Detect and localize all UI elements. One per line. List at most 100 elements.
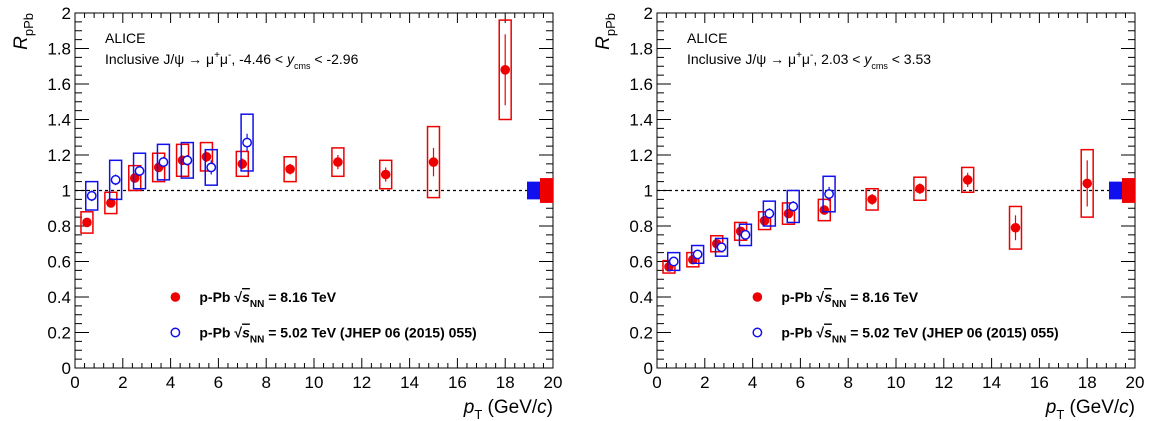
systematic-box [378, 159, 393, 190]
systematic-box [498, 19, 512, 121]
x-tick-label: 14 [400, 373, 419, 392]
y-tick-label: 0 [644, 359, 653, 378]
x-tick-label: 8 [843, 373, 852, 392]
x-tick-label: 10 [305, 373, 324, 392]
x-tick-label: 0 [652, 373, 661, 392]
x-tick-label: 18 [496, 373, 515, 392]
legend-marker [752, 327, 763, 338]
data-point [759, 215, 770, 226]
data-point [740, 229, 751, 240]
y-axis-label: RpPb [593, 13, 618, 50]
x-axis-label: pT (GeV/c) [1045, 397, 1135, 421]
global-uncertainty-box [540, 178, 553, 203]
data-point [692, 249, 703, 260]
x-tick-label: 10 [887, 373, 906, 392]
systematic-box [151, 152, 166, 183]
y-tick-label: 1.8 [47, 40, 71, 59]
y-tick-label: 0.2 [629, 324, 653, 343]
experiment-label: ALICE [105, 30, 145, 46]
y-tick-label: 0.4 [47, 288, 71, 307]
data-point [824, 189, 835, 200]
systematic-box [1008, 205, 1023, 250]
legend-entry: p-Pb √sNN = 8.16 TeV [781, 289, 918, 310]
y-tick-label: 1.4 [47, 111, 71, 130]
x-tick-label: 0 [70, 373, 79, 392]
y-tick-label: 2 [62, 4, 71, 23]
systematic-box [786, 189, 800, 224]
data-point [206, 162, 217, 173]
systematic-box [426, 125, 441, 199]
data-point [915, 183, 925, 194]
systematic-box [235, 150, 250, 178]
y-tick-label: 0 [62, 359, 71, 378]
x-tick-label: 18 [1078, 373, 1097, 392]
systematic-box [817, 198, 832, 222]
data-point [783, 208, 794, 219]
reaction-label: Inclusive J/ψ → μ+μ-, -4.46 < ycms < -2.… [105, 50, 359, 71]
data-point [237, 159, 248, 169]
y-tick-label: 0.8 [629, 217, 653, 236]
systematic-box [1080, 148, 1094, 218]
systematic-box [156, 143, 171, 181]
data-point [134, 166, 145, 176]
data-point [1082, 178, 1092, 189]
systematic-box [132, 152, 147, 190]
x-tick-label: 16 [1030, 373, 1049, 392]
x-axis-label: pT (GeV/c) [463, 397, 553, 421]
data-point [201, 151, 212, 162]
data-point [333, 157, 343, 167]
data-point [500, 65, 511, 75]
systematic-box [913, 176, 927, 202]
y-tick-label: 2 [644, 4, 653, 23]
systematic-box [128, 164, 142, 192]
x-tick-label: 6 [214, 373, 223, 392]
x-tick-label: 2 [118, 373, 127, 392]
experiment-label: ALICE [687, 30, 727, 46]
systematic-box [80, 211, 94, 234]
y-tick-label: 1.4 [629, 111, 653, 130]
systematic-box [738, 223, 753, 247]
y-tick-label: 1.6 [629, 75, 653, 94]
x-tick-label: 2 [700, 373, 709, 392]
data-point [788, 201, 799, 212]
reaction-label: Inclusive J/ψ → μ+μ-, 2.03 < ycms < 3.53 [687, 50, 931, 71]
y-tick-label: 1.6 [47, 75, 71, 94]
systematic-box [865, 187, 879, 211]
x-tick-label: 4 [748, 373, 757, 392]
data-point [668, 256, 679, 267]
data-point [158, 157, 169, 168]
y-tick-label: 0.4 [629, 288, 653, 307]
systematic-box [757, 211, 772, 231]
systematic-box [180, 141, 195, 179]
systematic-box [762, 200, 777, 227]
data-point [86, 190, 97, 201]
legend-marker [752, 292, 763, 302]
systematic-box [690, 244, 705, 265]
legend-marker [170, 327, 181, 338]
y-tick-label: 1.8 [629, 40, 653, 59]
systematic-box [204, 148, 218, 186]
x-tick-label: 6 [796, 373, 805, 392]
systematic-box [331, 147, 345, 178]
y-tick-label: 0.6 [47, 253, 71, 272]
data-point [819, 205, 830, 215]
y-tick-label: 1.2 [629, 146, 653, 165]
data-point [867, 194, 877, 205]
systematic-box [199, 141, 214, 172]
legend-entry: p-Pb √sNN = 5.02 TeV (JHEP 06 (2015) 055… [199, 325, 476, 346]
data-point [764, 208, 775, 219]
data-point [428, 157, 439, 167]
x-tick-label: 12 [934, 373, 953, 392]
legend-entry: p-Pb √sNN = 8.16 TeV [199, 289, 336, 310]
data-point [716, 242, 727, 253]
x-tick-label: 16 [448, 373, 467, 392]
systematic-box [686, 251, 700, 268]
x-tick-label: 14 [982, 373, 1001, 392]
systematic-box [781, 202, 796, 225]
systematic-box [85, 180, 99, 211]
global-uncertainty-box [1109, 181, 1122, 200]
systematic-box [822, 175, 836, 213]
data-point [962, 175, 973, 185]
data-point [380, 169, 391, 180]
